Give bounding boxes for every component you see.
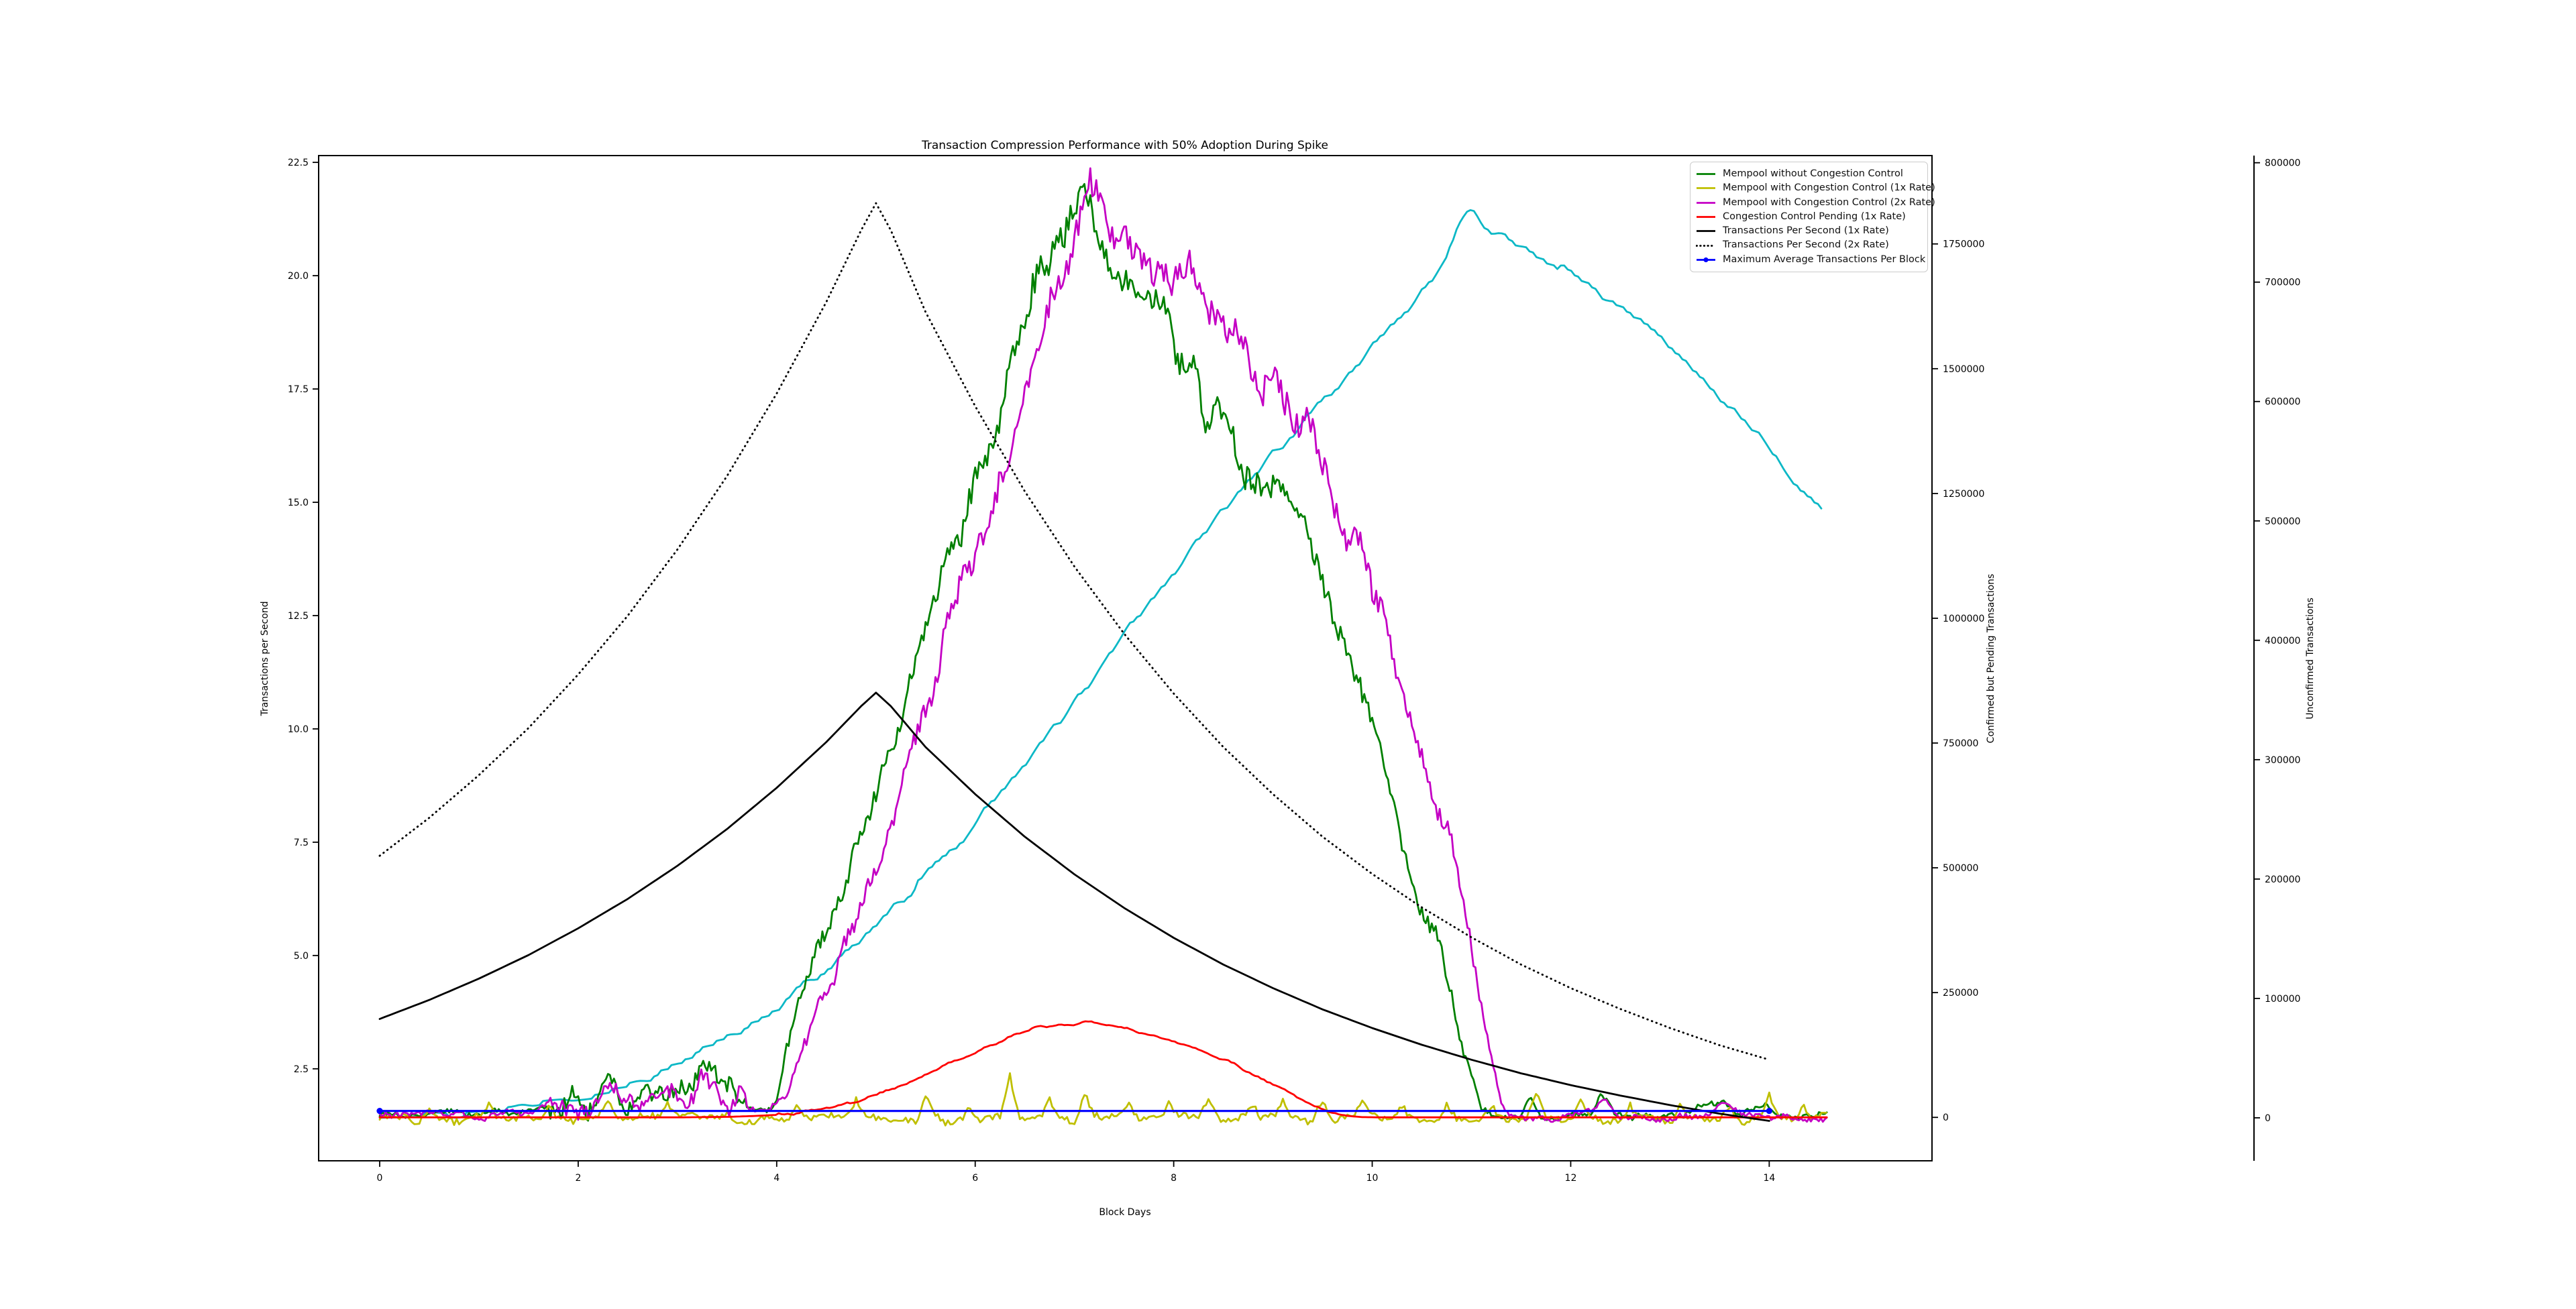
legend-item-label: Mempool without Congestion Control <box>1723 168 1903 179</box>
chart-title: Transaction Compression Performance with… <box>921 139 1328 152</box>
y-right2-tick-label: 400000 <box>2265 636 2300 646</box>
marker-dot <box>1766 1108 1772 1115</box>
x-tick-label: 12 <box>1565 1173 1577 1184</box>
series-transactions-per-second-1x-rate- <box>378 691 1770 1122</box>
legend-item-label: Mempool with Congestion Control (2x Rate… <box>1723 196 1935 208</box>
axes-spines <box>318 155 2255 1161</box>
x-axis-label: Block Days <box>1099 1207 1150 1218</box>
legend-item-label: Congestion Control Pending (1x Rate) <box>1723 211 1906 222</box>
y-left-tick-label: 20.0 <box>288 271 309 282</box>
legend-swatch-solid <box>1697 201 1715 204</box>
marker-dot <box>376 1108 383 1115</box>
legend-item-label: Transactions Per Second (2x Rate) <box>1723 239 1889 251</box>
y-right2-tick-label: 700000 <box>2265 278 2300 288</box>
series-mempool-without-congestion-control <box>378 183 1828 1122</box>
y-right1-tick-label: 1250000 <box>1943 489 1984 500</box>
legend-item-2: Mempool with Congestion Control (2x Rate… <box>1696 196 1935 210</box>
x-tick-label: 6 <box>972 1173 978 1184</box>
y-left-tick-label: 15.0 <box>288 498 309 508</box>
y-right2-tick-label: 600000 <box>2265 397 2300 408</box>
y-right2-tick-label: 200000 <box>2265 874 2300 885</box>
series-mempool-with-congestion-control-2x-rate- <box>378 167 1828 1123</box>
series-unconfirmed-transactions-cumulative-curve- <box>378 209 1823 1119</box>
y-right1-tick-label: 1750000 <box>1943 239 1984 250</box>
series-congestion-control-pending-1x-rate- <box>378 1020 1828 1119</box>
legend-swatch-solid <box>1697 187 1715 190</box>
legend-item-1: Mempool with Congestion Control (1x Rate… <box>1696 181 1935 195</box>
y-axis-right2-label: Unconfirmed Transactions <box>2305 597 2316 720</box>
y-right2-tick-label: 300000 <box>2265 755 2300 766</box>
y-right2-tick-label: 100000 <box>2265 994 2300 1005</box>
legend-item-3: Congestion Control Pending (1x Rate) <box>1696 210 1921 224</box>
legend-item-6: Maximum Average Transactions Per Block <box>1696 253 1925 267</box>
y-right2-tick-label: 0 <box>2265 1113 2271 1124</box>
y-right1-tick-label: 1000000 <box>1943 614 1984 624</box>
y-right1-tick-label: 0 <box>1943 1113 1949 1123</box>
y-right1-tick-label: 250000 <box>1943 988 1978 999</box>
x-tick-label: 4 <box>773 1173 780 1184</box>
legend-item-label: Transactions Per Second (1x Rate) <box>1723 225 1889 237</box>
legend-swatch-solid <box>1697 173 1715 176</box>
legend-swatch-dotted <box>1696 244 1716 247</box>
y-right2-tick-label: 800000 <box>2265 158 2300 169</box>
x-tick-label: 10 <box>1366 1173 1379 1184</box>
x-tick-label: 2 <box>575 1173 581 1184</box>
legend-item-label: Maximum Average Transactions Per Block <box>1723 253 1926 265</box>
y-left-tick-label: 7.5 <box>294 838 309 848</box>
y-right1-tick-label: 1500000 <box>1943 364 1984 375</box>
y-left-tick-label: 22.5 <box>288 158 309 168</box>
legend-swatch-solid <box>1697 216 1715 218</box>
legend-item-label: Mempool with Congestion Control (1x Rate… <box>1723 182 1935 194</box>
y-right1-tick-label: 750000 <box>1943 738 1978 749</box>
y-left-tick-label: 5.0 <box>294 951 309 962</box>
y-axis-right1-label: Confirmed but Pending Transactions <box>1986 574 1996 744</box>
y-left-tick-label: 12.5 <box>288 611 309 622</box>
axes-ticks: 0 2 4 6 8 10 12 14 2.5 5.0 7.5 10.0 12.5 15.0 17.5 20.0… <box>288 158 2301 1184</box>
data-series <box>376 167 1828 1127</box>
legend-marker-dot <box>1703 257 1709 263</box>
legend-swatch-solid <box>1697 230 1715 233</box>
y-left-tick-label: 2.5 <box>294 1064 309 1075</box>
y-left-tick-label: 10.0 <box>288 724 309 735</box>
plot-border <box>318 155 1933 1161</box>
y-axis-left-label: Transactions per Second <box>260 601 270 716</box>
legend-item-4: Transactions Per Second (1x Rate) <box>1696 224 1921 238</box>
legend-item-5: Transactions Per Second (2x Rate) <box>1696 238 1921 252</box>
legend-swatch-solid-marker <box>1697 257 1715 263</box>
y-right1-tick-label: 500000 <box>1943 863 1978 874</box>
y-right2-tick-label: 500000 <box>2265 516 2300 527</box>
legend: Mempool without Congestion Control Mempoo… <box>1690 162 1935 273</box>
x-tick-label: 14 <box>1763 1173 1775 1184</box>
legend-item-0: Mempool without Congestion Control <box>1696 167 1921 181</box>
series-transactions-per-second-2x-rate- <box>378 202 1770 1061</box>
x-tick-label: 8 <box>1171 1173 1177 1184</box>
x-tick-label: 0 <box>377 1173 383 1184</box>
y-left-tick-label: 17.5 <box>288 384 309 395</box>
